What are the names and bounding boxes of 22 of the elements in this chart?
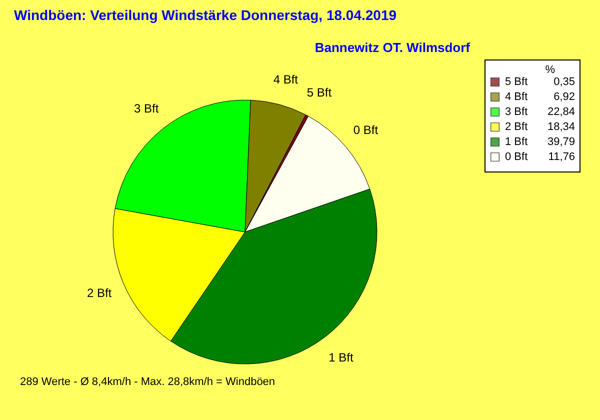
slice-label: 3 Bft bbox=[134, 102, 160, 116]
chart-title: Windböen: Verteilung Windstärke Donnerstag, 18.04.2019 bbox=[14, 7, 397, 23]
legend-label: 0 Bft bbox=[505, 151, 528, 163]
data-label: 39,79 bbox=[547, 136, 575, 148]
legend-label: 3 Bft bbox=[505, 106, 528, 118]
data-label: 6,92 bbox=[554, 91, 575, 103]
legend-label: 1 Bft bbox=[505, 136, 528, 148]
text: 289 Werte - Ø 8,4km/h - Max. 28,8km/h = Windböen bbox=[20, 376, 276, 388]
data-label: 18,34 bbox=[547, 121, 575, 133]
slice-label: 5 Bft bbox=[306, 86, 332, 100]
data-label: 0,35 bbox=[554, 76, 575, 88]
slice-label: 0 Bft bbox=[353, 123, 379, 138]
chart-subtitle: Bannewitz OT. Wilmsdorf bbox=[314, 40, 471, 55]
slice-label: 2 Bft bbox=[86, 286, 112, 300]
legend-label: 2 Bft bbox=[505, 121, 528, 133]
legend-label: 5 Bft bbox=[505, 76, 528, 88]
data-label: 11,76 bbox=[548, 151, 575, 163]
data-label: 22,84 bbox=[547, 106, 575, 118]
slice-label: 1 Bft bbox=[328, 350, 354, 365]
legend-label: 4 Bft bbox=[505, 91, 528, 103]
slice-label: 4 Bft bbox=[273, 72, 299, 86]
legend-title: % bbox=[545, 64, 556, 76]
